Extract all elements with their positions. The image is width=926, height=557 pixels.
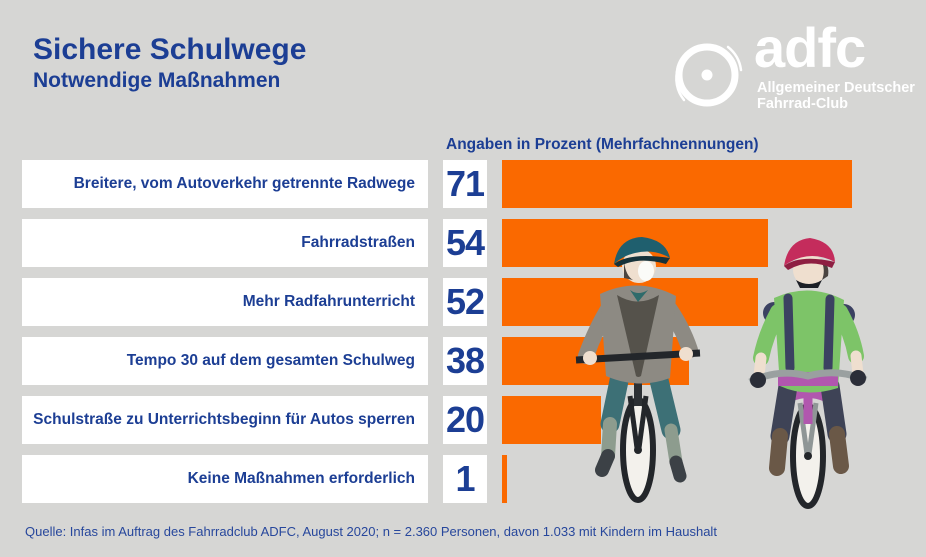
page-title: Sichere Schulwege bbox=[33, 33, 307, 66]
bar-row-value: 52 bbox=[443, 278, 487, 326]
page-subtitle: Notwendige Maßnahmen bbox=[33, 69, 281, 92]
title-block: Sichere Schulwege Notwendige Maßnahmen bbox=[33, 33, 306, 93]
bar bbox=[502, 396, 601, 444]
adfc-tagline-line2: Fahrrad-Club bbox=[757, 96, 849, 112]
bar-row-label: Breitere, vom Autoverkehr getrennte Radw… bbox=[22, 160, 428, 208]
source-note: Quelle: Infas im Auftrag des Fahrradclub… bbox=[25, 524, 717, 539]
child-right bbox=[748, 238, 868, 509]
bar-row-label: Mehr Radfahrunterricht bbox=[22, 278, 428, 326]
bar-row-value: 71 bbox=[443, 160, 487, 208]
bicycle-wheel-icon bbox=[675, 43, 743, 107]
bar-row-value: 38 bbox=[443, 337, 487, 385]
adfc-wordmark: adfc bbox=[754, 16, 866, 79]
bar-row: Breitere, vom Autoverkehr getrennte Radw… bbox=[0, 160, 926, 208]
adfc-tagline: Allgemeiner Deutscher Fahrrad-Club bbox=[757, 80, 915, 112]
bar-row: Keine Maßnahmen erforderlich 1 bbox=[0, 455, 926, 503]
bar-row-value: 54 bbox=[443, 219, 487, 267]
bar-row-label: Fahrradstraßen bbox=[22, 219, 428, 267]
bar-row-label: Keine Maßnahmen erforderlich bbox=[22, 455, 428, 503]
adfc-tagline-line1: Allgemeiner Deutscher bbox=[757, 80, 915, 96]
child-left bbox=[575, 237, 701, 503]
bar-row-label: Schulstraße zu Unterrichtsbeginn für Aut… bbox=[22, 396, 428, 444]
bar-row-value: 1 bbox=[443, 455, 487, 503]
bar-row: Fahrradstraßen 54 bbox=[0, 219, 926, 267]
bar-row-value: 20 bbox=[443, 396, 487, 444]
children-cycling-illustration bbox=[575, 237, 868, 509]
chart-axis-label: Angaben in Prozent (Mehrfachnennungen) bbox=[446, 136, 759, 153]
bar-row-label: Tempo 30 auf dem gesamten Schulweg bbox=[22, 337, 428, 385]
adfc-logo: adfc Allgemeiner Deutscher Fahrrad-Club bbox=[668, 18, 918, 123]
bar bbox=[502, 455, 507, 503]
bar bbox=[502, 160, 852, 208]
bar-row: Schulstraße zu Unterrichtsbeginn für Aut… bbox=[0, 396, 926, 444]
